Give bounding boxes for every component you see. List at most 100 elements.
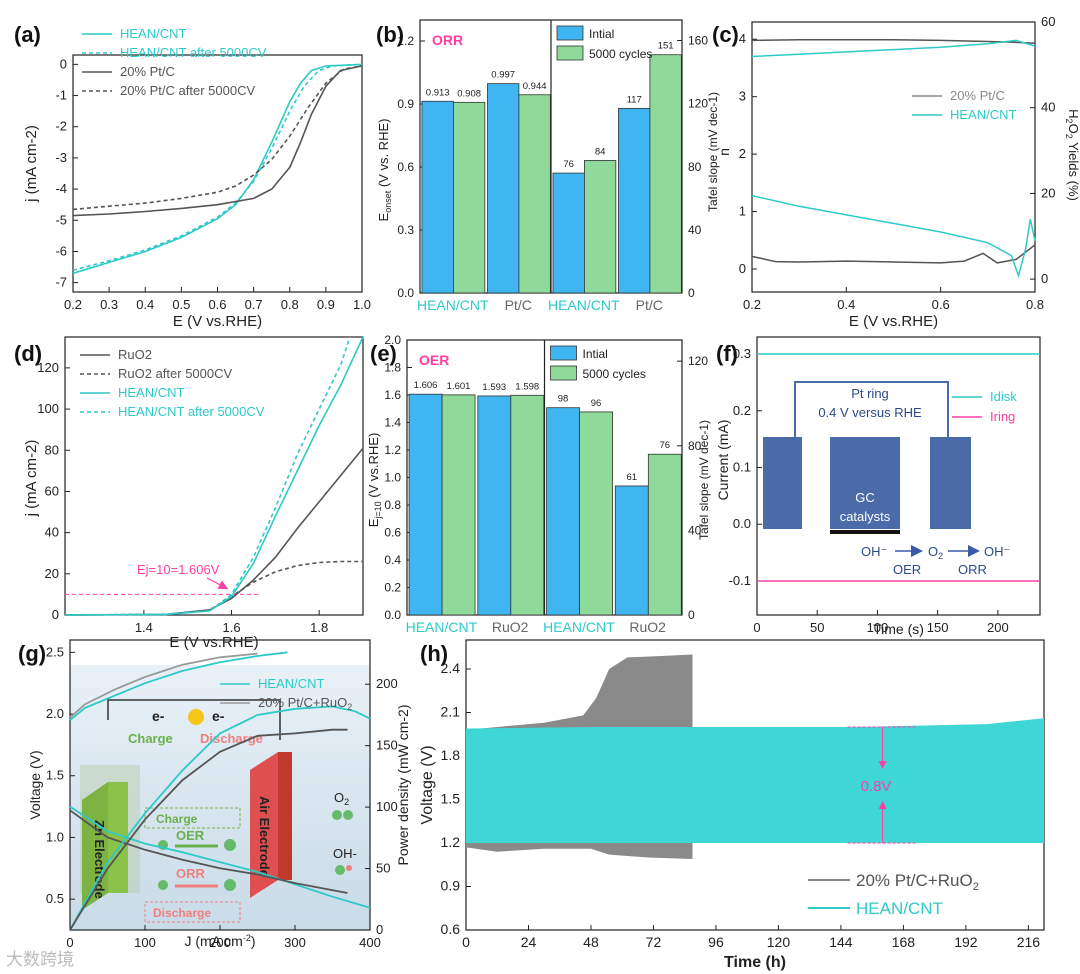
legend-label: HEAN/CNT [120,26,187,41]
y-axis-label-right: Power density (mW cm-2) [395,704,411,865]
legend-label: HEAN/CNT after 5000CV [118,404,265,419]
legend-label: HEAN/CNT [950,107,1017,122]
annotation: 0.8V [861,778,892,795]
y-tick-label: 0.3 [397,223,414,237]
bar-value-label: 117 [627,94,642,105]
y-tick-label: 1 [739,204,746,219]
x-tick-label: 300 [284,935,306,950]
legend-label: 5000 cycles [583,367,646,381]
line-HEAN/CNT n [751,39,1036,58]
y-tick-label: 1.2 [441,834,461,850]
electrode-gap [900,437,930,529]
category-label: HEAN/CNT [417,297,489,313]
bar [618,107,651,294]
y-tick-label: 2.0 [384,333,401,347]
legend-label: RuO2 after 5000CV [118,366,233,381]
molecule-icon [343,810,353,820]
inset-label: ORR [958,562,987,577]
line-20% Pt/C H2O2 [751,244,1036,264]
inset-label: OH- [333,846,357,861]
x-tick-label: 150 [927,620,949,635]
inset-label: Pt ring [851,386,889,401]
electrode-gap [802,437,830,529]
band-hean-cnt [466,718,1044,843]
bar [584,160,617,294]
line-20% Pt/C after 5000CV [72,65,363,211]
inset-label: Charge [156,812,198,826]
x-tick-label: 0 [462,934,470,950]
bar-value-label: 98 [558,394,569,405]
x-tick-label: 100 [867,620,889,635]
y-tick-label: 80 [45,442,59,457]
category-label: Pt/C [505,297,532,313]
molecule-icon [346,865,352,871]
line-HEAN/CNT discharge [69,805,371,909]
panel-label: (a) [14,22,41,47]
legend-label: Idisk [990,389,1017,404]
y-tick-label: 2.1 [441,704,461,720]
panel-label: (e) [370,341,397,366]
x-axis-label: Time (h) [724,954,786,971]
y-tick-label: -3 [55,150,67,165]
x-tick-label: 0 [753,620,760,635]
y-tick-label: 20 [45,566,59,581]
y-axis-label: Current (mA) [715,420,731,501]
y-tick-label: 0.8 [384,498,401,512]
bar-value-label: 1.598 [515,381,539,392]
category-label: RuO2 [492,619,529,635]
y-tick-label: 1.2 [384,443,401,457]
y-axis-label-right: H2O2 Yields (%) [1064,109,1080,201]
x-tick-label: 200 [987,620,1009,635]
panel-label: (f) [716,341,738,366]
bar-value-label: 151 [658,41,674,52]
bar [579,411,613,616]
line-20% Pt/C+RuO2 discharge [69,809,348,894]
bar [477,395,512,616]
y-tick-label: 1.8 [441,747,461,763]
y-tick-label: 1.6 [384,388,401,402]
y-tick-label: 0.0 [397,286,414,300]
y-axis-label: Eonset (V vs. RHE) [376,119,393,222]
y-tick-label: 2.5 [46,644,64,659]
inset-label: OH⁻ [861,544,887,559]
y-tick-label: 0.0 [384,608,401,622]
panel-label: (h) [420,641,448,666]
x-tick-label: 24 [521,934,537,950]
plot-frame-f [756,336,1041,616]
molecule-icon [332,810,342,820]
inset-label: Zn Electrode [92,820,107,899]
y-tick-label: 1.4 [384,416,401,430]
bar [487,83,520,294]
inset-label: OER [893,562,921,577]
x-tick-label: 48 [583,934,599,950]
x-axis-label: E (V vs.RHE) [169,634,258,651]
bar-value-label: 0.997 [491,70,515,81]
circuit-wire [107,699,281,740]
x-tick-label: 1.0 [353,297,371,312]
plot-frame-d [64,336,364,616]
x-tick-label: 0.4 [837,297,855,312]
legend-label: Intial [583,347,608,361]
y-tick-label: 0.1 [733,459,751,474]
x-tick-label: 0.7 [245,297,263,312]
x-tick-label: 120 [767,934,791,950]
legend-label: HEAN/CNT after 5000CV [120,45,267,60]
bar [649,54,682,294]
y-tick-label: 120 [37,360,59,375]
y-axis-label: Voltage (V) [419,745,436,824]
x-tick-label: 0.2 [64,297,82,312]
bulb-icon [188,709,204,725]
inset-label: Discharge [200,731,263,746]
bar-value-label: 76 [660,440,671,451]
y-tick-label: 1.5 [46,768,64,783]
y-tick-label: 0.9 [441,878,461,894]
line-20% Pt/C [72,65,363,217]
air-electrode [278,752,292,880]
y-tick-label: 1.5 [441,791,461,807]
molecule-icon [335,865,345,875]
y-tick-label: 0.5 [46,891,64,906]
inset-label: GC [855,490,875,505]
y-tick-label: 0.0 [733,516,751,531]
legend-label: Iring [990,409,1015,424]
legend-swatch [550,365,577,381]
